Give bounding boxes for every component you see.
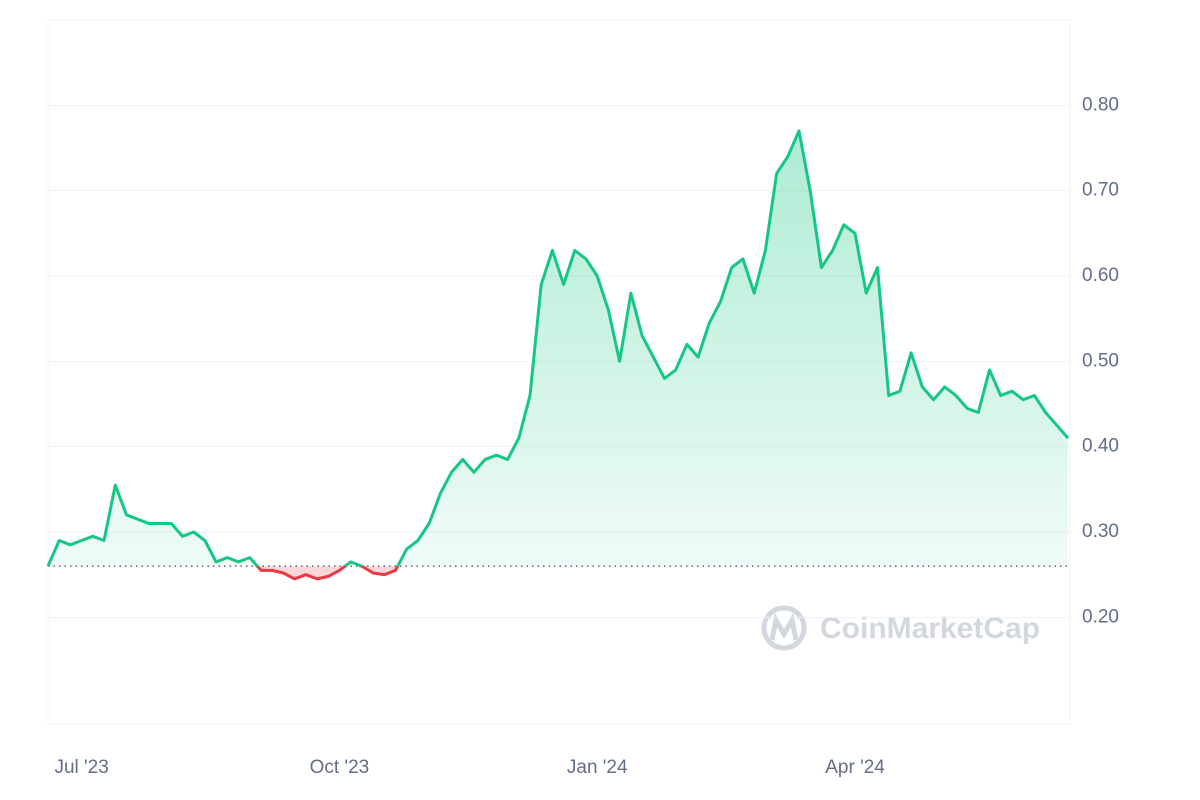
x-tick-label: Apr '24 (825, 757, 885, 778)
x-tick-label: Jul '23 (54, 757, 108, 778)
y-tick-label: 0.30 (1082, 521, 1119, 542)
x-tick-label: Jan '24 (567, 757, 628, 778)
y-tick-label: 0.50 (1082, 350, 1119, 371)
y-tick-label: 0.60 (1082, 265, 1119, 286)
y-tick-label: 0.20 (1082, 606, 1119, 627)
price-line-up (46, 129, 1070, 567)
plot-frame (47, 19, 1071, 725)
y-tick-label: 0.40 (1082, 436, 1119, 457)
area-up (48, 130, 1068, 567)
x-tick-label: Oct '23 (310, 757, 370, 778)
area-down (257, 566, 398, 579)
y-tick-label: 0.80 (1082, 94, 1119, 115)
watermark: CoinMarketCap (761, 605, 1040, 651)
y-tick-label: 0.70 (1082, 180, 1119, 201)
